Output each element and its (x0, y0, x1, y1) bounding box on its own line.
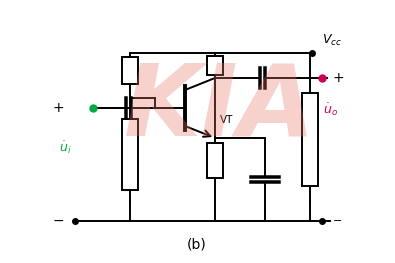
Bar (302, 93, 318, 186)
Text: (b): (b) (187, 238, 207, 252)
Text: +: + (52, 101, 64, 115)
Text: −: − (333, 216, 343, 226)
Text: KIA: KIA (124, 59, 316, 156)
Text: −: − (52, 214, 64, 228)
Bar (207, 56, 223, 75)
Text: $V_{cc}$: $V_{cc}$ (322, 33, 342, 48)
Bar (122, 119, 138, 190)
Text: $\dot{u}_o$: $\dot{u}_o$ (322, 102, 337, 118)
Bar (122, 57, 138, 84)
Bar (207, 143, 223, 178)
Text: VT: VT (220, 115, 233, 125)
Text: $\dot{u}_i$: $\dot{u}_i$ (59, 140, 71, 156)
Text: +: + (332, 71, 344, 85)
